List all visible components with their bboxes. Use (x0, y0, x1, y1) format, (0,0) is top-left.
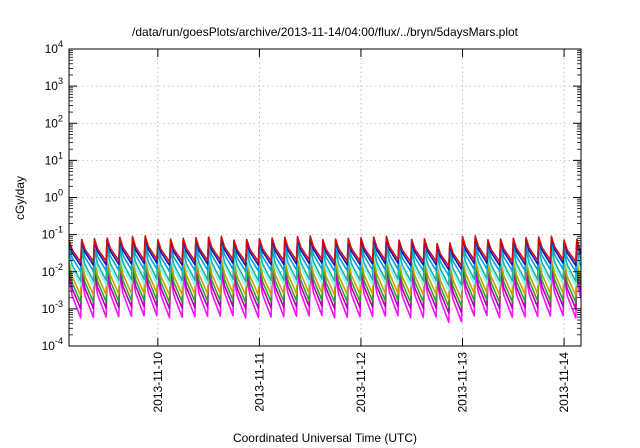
chart-title: /data/run/goesPlots/archive/2013-11-14/0… (132, 25, 519, 39)
series-group (69, 235, 581, 324)
x-tick-label: 2013-11-14 (557, 352, 571, 413)
y-tick-label: 10-4 (42, 336, 63, 353)
tick-marks (69, 48, 581, 347)
y-tick-labels: 10-4 10-3 10-2 10-1 100 101 102 103 104 (42, 39, 63, 353)
y-tick-label: 10-1 (42, 225, 63, 242)
y-axis-label: cGy/day (13, 176, 27, 220)
x-tick-label: 2013-11-11 (252, 352, 266, 412)
y-tick-label: 100 (45, 188, 63, 205)
x-tick-labels: 2013-11-10 2013-11-11 2013-11-12 2013-11-13… (151, 352, 571, 413)
y-tick-label: 102 (45, 113, 63, 130)
y-tick-label: 104 (45, 39, 63, 56)
y-tick-label: 10-3 (42, 299, 63, 316)
grid-lines (69, 49, 581, 346)
x-tick-label: 2013-11-10 (151, 352, 165, 413)
y-tick-label: 101 (45, 150, 63, 167)
series-line-0 (69, 235, 581, 267)
x-tick-label: 2013-11-13 (456, 352, 470, 413)
y-tick-label: 10-2 (42, 262, 63, 279)
y-tick-label: 103 (45, 76, 63, 93)
x-axis-label: Coordinated Universal Time (UTC) (233, 431, 417, 445)
x-tick-label: 2013-11-12 (354, 352, 368, 413)
